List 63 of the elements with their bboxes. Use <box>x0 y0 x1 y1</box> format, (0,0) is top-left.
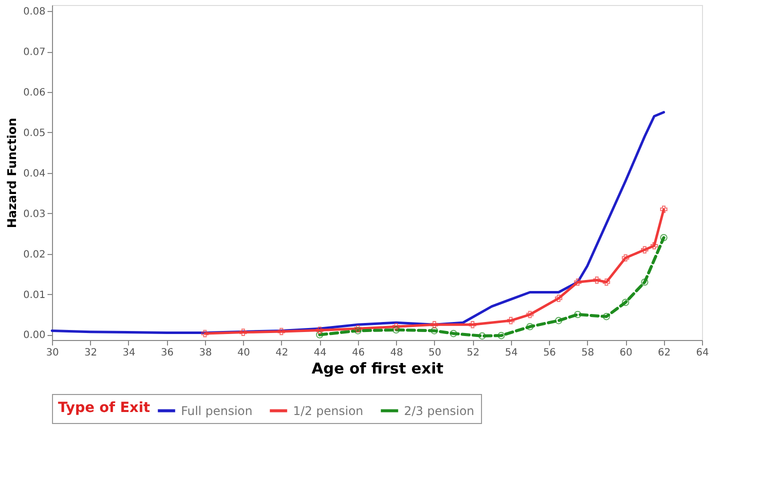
x-tick-label: 32 <box>84 348 98 358</box>
y-tick-label: 0.04 <box>23 168 46 180</box>
x-tick-label: 64 <box>696 348 709 358</box>
point <box>602 278 610 286</box>
point <box>650 242 658 250</box>
point <box>316 326 324 334</box>
point <box>478 332 486 340</box>
x-tick-label: 54 <box>504 348 518 358</box>
point <box>640 278 648 286</box>
x-tick-label: 36 <box>160 348 174 358</box>
x-tick-label: 56 <box>543 348 556 358</box>
legend-label: 1/2 pension <box>293 404 364 418</box>
x-tick-label: 62 <box>658 348 671 358</box>
x-tick-label: 42 <box>276 348 288 358</box>
point <box>660 234 668 242</box>
point <box>526 310 534 318</box>
point <box>468 320 476 328</box>
y-tick-label: 0.02 <box>23 249 46 260</box>
y-tick-label: 0.00 <box>23 330 46 342</box>
x-tick-label: 44 <box>314 348 327 358</box>
point <box>392 326 400 334</box>
point <box>574 278 582 286</box>
point <box>602 312 610 320</box>
y-tick-label: 0.06 <box>23 87 46 98</box>
point <box>430 320 438 328</box>
legend-title: Type of Exit <box>58 400 150 416</box>
x-tick-label: 52 <box>466 348 480 358</box>
x-tick-label: 46 <box>352 348 365 358</box>
point <box>640 246 648 254</box>
point <box>430 327 438 334</box>
point <box>622 298 630 306</box>
y-tick-label: 0.07 <box>23 47 46 58</box>
point <box>660 206 668 213</box>
point <box>554 316 562 324</box>
x-tick-label: 34 <box>122 348 136 358</box>
x-tick-label: 40 <box>237 348 250 358</box>
point <box>526 322 534 330</box>
x-tick-label: 50 <box>428 348 442 358</box>
x-axis-title: Age of first exit <box>312 360 444 378</box>
point <box>507 316 514 324</box>
x-tick-label: 38 <box>199 348 212 358</box>
point <box>201 330 209 338</box>
point <box>498 332 505 340</box>
point <box>622 254 630 262</box>
y-axis-title: Hazard Function <box>5 118 20 228</box>
point <box>392 322 400 330</box>
y-tick-label: 0.03 <box>23 208 46 220</box>
y-tick-label: 0.08 <box>23 6 46 18</box>
legend-label: Full pension <box>181 404 252 418</box>
point <box>450 330 458 338</box>
point <box>554 294 562 302</box>
x-tick-label: 30 <box>46 348 59 358</box>
legend-label: 2/3 pension <box>404 404 474 418</box>
x-tick-label: 60 <box>620 348 632 358</box>
y-tick-label: 0.01 <box>23 290 46 301</box>
point <box>574 310 582 318</box>
point <box>316 331 324 338</box>
point <box>593 276 601 284</box>
y-tick-label: 0.05 <box>23 128 46 139</box>
point <box>278 328 286 336</box>
point <box>240 328 247 336</box>
x-tick-label: 58 <box>581 348 594 358</box>
x-tick-label: 48 <box>390 348 403 358</box>
